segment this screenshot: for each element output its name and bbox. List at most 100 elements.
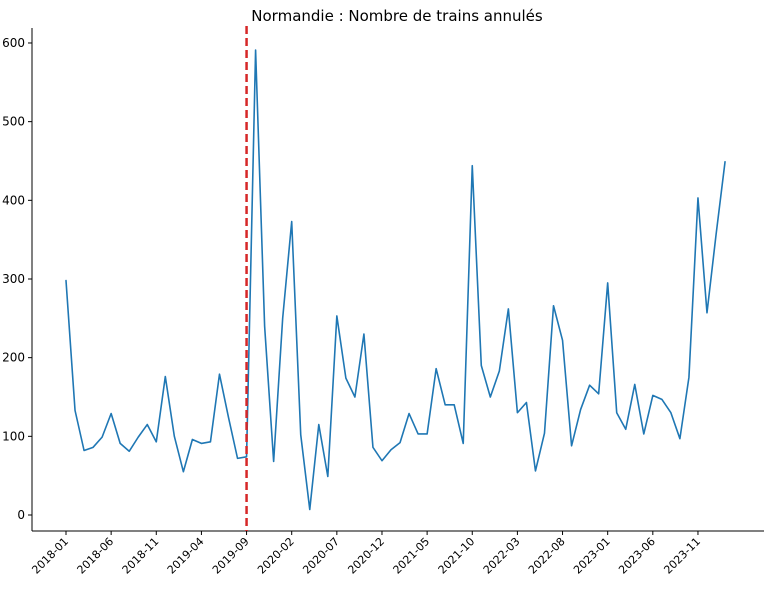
y-tick-label: 400 [2,193,25,207]
y-tick-label: 0 [17,508,25,522]
data-point [344,376,348,380]
data-point [416,432,420,436]
data-point [425,432,429,436]
x-tick-label: 2021-10 [436,535,478,577]
y-tick-label: 100 [2,429,25,443]
x-tick-label: 2018-06 [75,535,117,577]
data-point [669,411,673,415]
x-tick-label: 2020-02 [255,535,297,577]
data-point [533,469,537,473]
y-tick-label: 300 [2,272,25,286]
data-point [290,220,294,224]
data-point [199,441,203,445]
data-point [317,423,321,427]
x-tick-label: 2023-11 [661,535,703,577]
y-tick-label: 200 [2,351,25,365]
data-point [651,393,655,397]
data-point [588,383,592,387]
data-point [524,401,528,405]
data-point [479,364,483,368]
x-tick-label: 2020-07 [300,535,342,577]
x-tick-label: 2018-11 [120,535,162,577]
data-point [118,441,122,445]
data-point [660,397,664,401]
data-point [109,412,113,416]
chart-title: Normandie : Nombre de trains annulés [251,7,543,25]
data-point [705,311,709,315]
y-tick-label: 500 [2,115,25,129]
data-point [624,427,628,431]
data-point [217,372,221,376]
data-point [687,375,691,379]
data-point [308,507,312,511]
series-line [65,49,726,511]
data-point [696,196,700,200]
data-point [561,338,565,342]
x-tick-label: 2019-09 [210,535,252,577]
data-point [398,441,402,445]
data-point [163,375,167,379]
data-point [64,279,68,283]
data-point [714,233,718,237]
data-point [570,444,574,448]
data-point [181,470,185,474]
data-point [208,440,212,444]
x-tick-label: 2022-03 [481,535,523,577]
data-point [281,316,285,320]
data-point [606,281,610,285]
data-point [82,448,86,452]
plot-area [64,26,727,531]
y-axis: 0 100 200 300 400 500 600 [2,28,33,531]
data-point [497,369,501,373]
data-point [73,408,77,412]
data-point [299,433,303,437]
data-point [172,434,176,438]
data-point [353,395,357,399]
data-point [579,408,583,412]
data-point [136,435,140,439]
data-point [434,367,438,371]
data-point [254,48,258,52]
x-tick-label: 2018-01 [29,535,71,577]
data-point [326,474,330,478]
data-point [615,411,619,415]
data-point [461,441,465,445]
x-tick-label: 2019-04 [165,535,207,577]
data-point [506,307,510,311]
y-tick-label: 600 [2,36,25,50]
data-point [91,445,95,449]
x-tick-label: 2023-06 [616,535,658,577]
data-point [552,304,556,308]
data-point [470,164,474,168]
data-point [597,392,601,396]
x-tick-label: 2023-01 [571,535,613,577]
data-point [443,403,447,407]
data-point [380,459,384,463]
data-point [100,435,104,439]
data-point [190,437,194,441]
data-point [335,314,339,318]
data-point [263,324,267,328]
data-point [389,448,393,452]
x-tick-label: 2020-12 [345,535,387,577]
data-point [488,395,492,399]
data-point [127,449,131,453]
data-point [633,382,637,386]
data-point [236,456,240,460]
data-point [371,445,375,449]
data-point [227,415,231,419]
data-point [542,431,546,435]
data-point [642,432,646,436]
x-axis: 2018-01 2018-06 2018-11 2019-04 2019-09 2020-… [29,530,764,577]
x-tick-label: 2021-05 [391,535,433,577]
data-point [362,332,366,336]
data-point [145,423,149,427]
data-point [515,411,519,415]
data-point [452,403,456,407]
data-point [678,437,682,441]
data-point [154,440,158,444]
x-tick-label: 2022-08 [526,535,568,577]
data-point [723,160,727,164]
